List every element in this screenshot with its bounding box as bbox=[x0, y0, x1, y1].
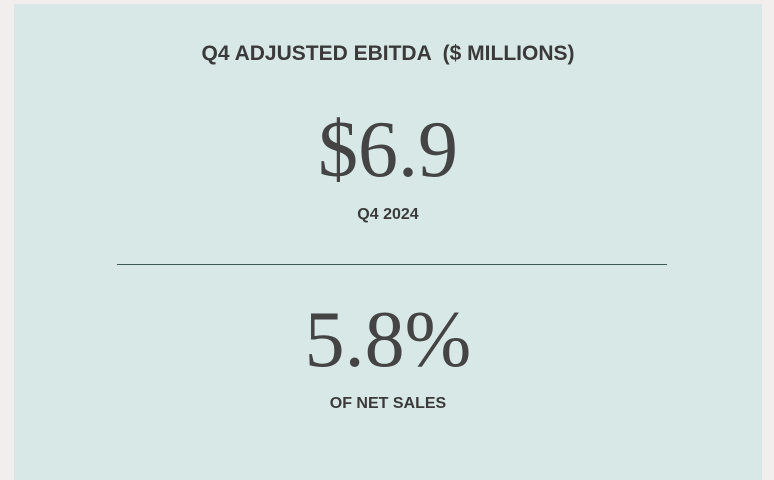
metric-value: $6.9 bbox=[318, 106, 458, 194]
card: Q4 ADJUSTED EBITDA ($ MILLIONS) $6.9 Q4 … bbox=[14, 4, 762, 480]
title: Q4 ADJUSTED EBITDA ($ MILLIONS) bbox=[201, 42, 575, 65]
metric-label: OF NET SALES bbox=[329, 395, 447, 412]
metric-label: Q4 2024 bbox=[357, 206, 419, 223]
metric-value: 5.8% bbox=[304, 296, 472, 384]
divider bbox=[117, 264, 667, 265]
